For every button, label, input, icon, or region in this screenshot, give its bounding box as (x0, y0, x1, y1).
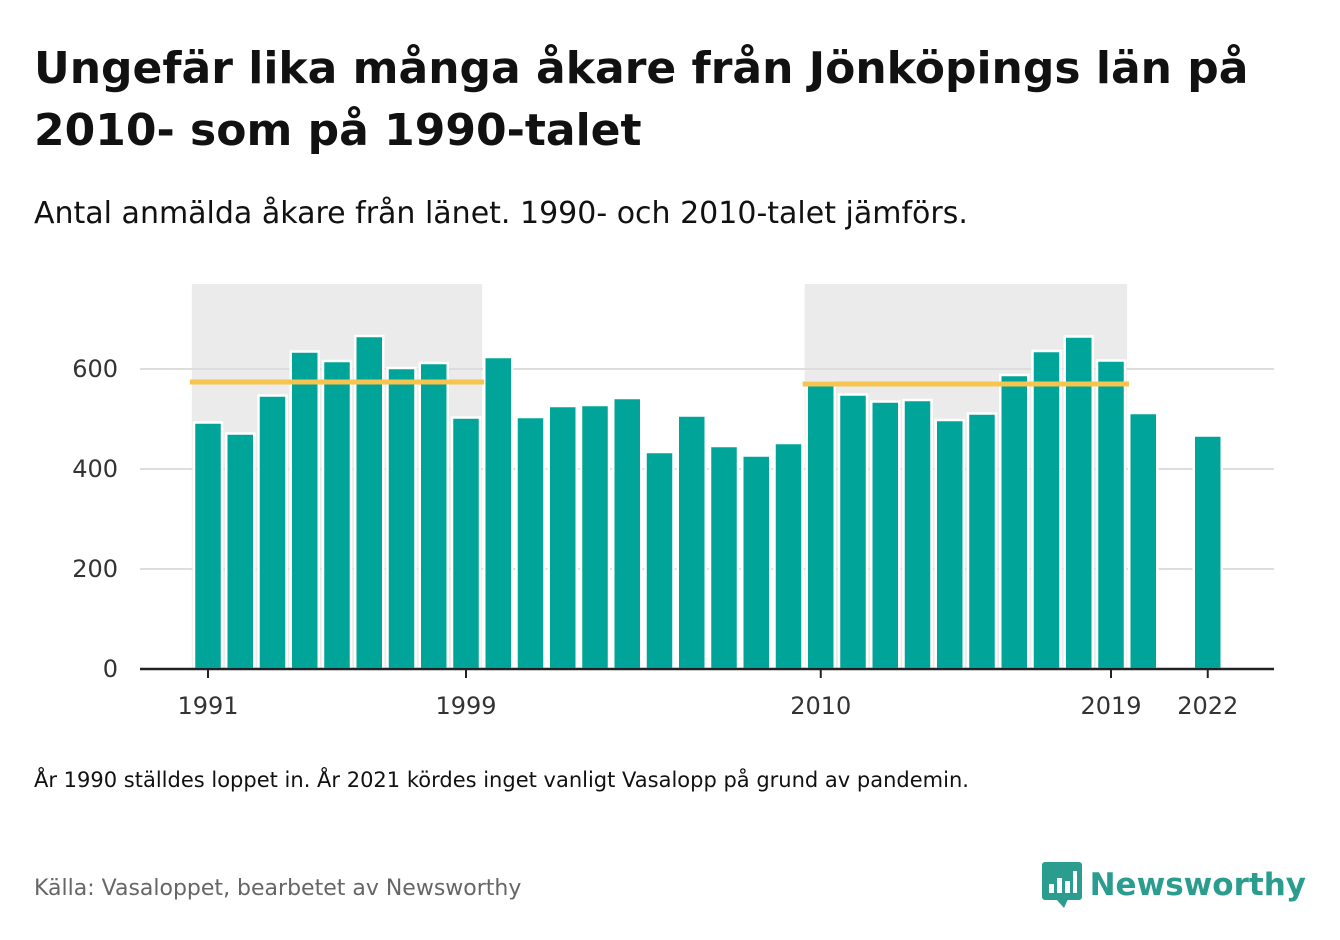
bar-2005 (644, 450, 675, 671)
y-tick-label-600: 600 (72, 355, 118, 383)
x-tick-label-2022: 2022 (1177, 692, 1238, 720)
bar-2002 (547, 404, 578, 671)
bar-2019 (1095, 359, 1127, 671)
bar-2022 (1192, 434, 1223, 671)
bar-1995 (321, 359, 353, 671)
bar-2020 (1128, 411, 1159, 671)
bar-1996 (354, 334, 385, 671)
source-credit: Källa: Vasaloppet, bearbetet av Newswort… (34, 876, 522, 901)
bar-1992 (225, 432, 256, 671)
bar-2007 (708, 444, 740, 671)
bar-chart-speech-bubble-icon (1041, 862, 1082, 908)
x-tick-label-1999: 1999 (435, 692, 496, 720)
bar-1991 (192, 421, 224, 671)
bar-2015 (966, 412, 998, 671)
bar-2017 (1031, 349, 1062, 671)
bar-2016 (999, 373, 1030, 671)
bar-2003 (579, 403, 611, 671)
bar-2018 (1063, 335, 1094, 671)
bar-chart: 0 200 400 600 1991 1999 2010 2019 2022 (72, 284, 1274, 720)
bar-2004 (612, 396, 643, 671)
bar-2008 (741, 454, 772, 671)
bar-1997 (386, 366, 417, 671)
chart-note: År 1990 ställdes loppet in. År 2021 körd… (34, 768, 969, 792)
bar-2006 (676, 414, 707, 671)
bar-2014 (934, 418, 965, 671)
bar-2012 (870, 400, 901, 671)
bar-1999 (450, 416, 482, 671)
bar-1993 (257, 394, 288, 671)
bar-2001 (515, 415, 546, 671)
bar-2011 (837, 393, 869, 671)
y-tick-label-0: 0 (103, 655, 118, 683)
bar-2013 (902, 398, 933, 671)
bar-2000 (483, 355, 514, 671)
bar-1998 (418, 361, 449, 671)
chart-subtitle: Antal anmälda åkare från länet. 1990- oc… (34, 196, 968, 231)
bar-2009 (773, 441, 804, 671)
x-tick-label-2010: 2010 (790, 692, 851, 720)
logo-text: Newsworthy (1089, 867, 1306, 903)
y-tick-label-200: 200 (72, 555, 118, 583)
bar-2010 (805, 381, 836, 671)
x-tick-label-1991: 1991 (177, 692, 238, 720)
y-tick-label-400: 400 (72, 455, 118, 483)
x-tick-label-2019: 2019 (1080, 692, 1141, 720)
chart-title: Ungefär lika många åkare från Jönköpings… (34, 43, 1249, 156)
newsworthy-logo: Newsworthy (1041, 862, 1306, 908)
bar-1994 (289, 350, 320, 671)
